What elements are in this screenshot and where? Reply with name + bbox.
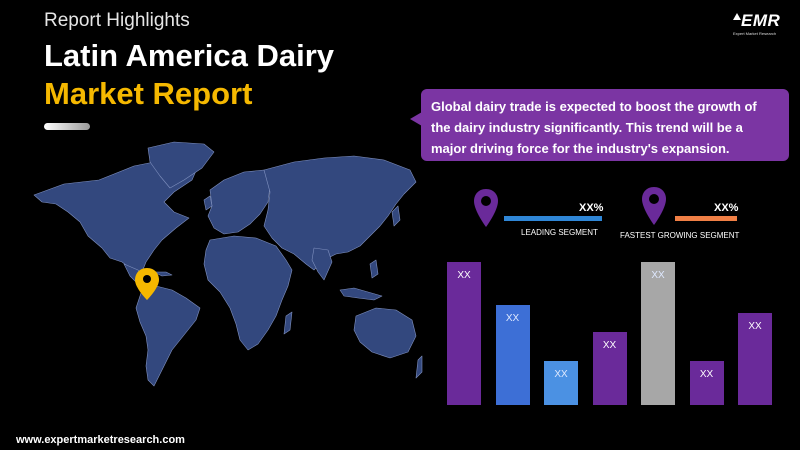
logo-text: EMR <box>741 11 781 30</box>
map-europe <box>207 169 271 235</box>
callout-pointer <box>410 112 422 126</box>
fastest-growing-line <box>675 216 737 221</box>
leading-segment-line <box>504 216 602 221</box>
page-title-highlight: Market Report <box>44 76 253 111</box>
world-map <box>33 141 423 387</box>
chart-bar-label: XX <box>748 321 762 332</box>
leading-segment-label: LEADING SEGMENT <box>521 228 598 237</box>
map-africa <box>203 235 293 351</box>
fastest-growing-value: XX% <box>714 202 739 214</box>
chart-bar: XX <box>495 305 530 405</box>
map-india <box>311 247 333 281</box>
logo-subtext: Expert Market Research <box>733 31 777 36</box>
chart-bar-label: XX <box>651 270 665 281</box>
chart-bar: XX <box>689 361 724 405</box>
chart-bar: XX <box>544 361 578 405</box>
chart-bar: XX <box>592 332 627 405</box>
map-caribbean <box>153 271 173 277</box>
map-indonesia <box>339 287 383 301</box>
fastest-growing-pin-icon <box>642 187 666 225</box>
map-location-pin-icon <box>135 268 159 300</box>
chart-bar: XX <box>447 262 481 405</box>
chart-bar-label: XX <box>457 270 471 281</box>
fastest-growing-label: FASTEST GROWING SEGMENT <box>620 231 740 240</box>
map-japan <box>391 205 401 227</box>
chart-bar-label: XX <box>554 369 568 380</box>
highlight-callout: Global dairy trade is expected to boost … <box>421 89 789 161</box>
map-new-zealand <box>415 355 423 379</box>
chart-bar: XX <box>641 262 675 405</box>
map-greenland <box>147 141 215 189</box>
leading-segment-pin-icon <box>474 189 498 227</box>
map-australia <box>353 307 417 359</box>
title-underline <box>44 123 90 130</box>
emr-logo: EMR Expert Market Research <box>728 10 788 40</box>
map-uk <box>203 195 213 211</box>
leading-segment-value: XX% <box>579 202 604 214</box>
chart-bar-label: XX <box>699 369 714 380</box>
map-madagascar <box>283 311 293 335</box>
chart-bar-label: XX <box>602 340 617 351</box>
chart-bar-label: XX <box>505 313 520 324</box>
emr-arrow-icon <box>733 13 741 20</box>
page-title: Latin America Dairy <box>44 38 335 73</box>
report-eyebrow: Report Highlights <box>44 10 190 31</box>
website-footer: www.expertmarketresearch.com <box>16 434 185 446</box>
map-philippines <box>369 259 379 279</box>
map-asia <box>263 155 417 271</box>
map-south-america <box>135 285 201 387</box>
chart-bar: XX <box>738 313 772 405</box>
